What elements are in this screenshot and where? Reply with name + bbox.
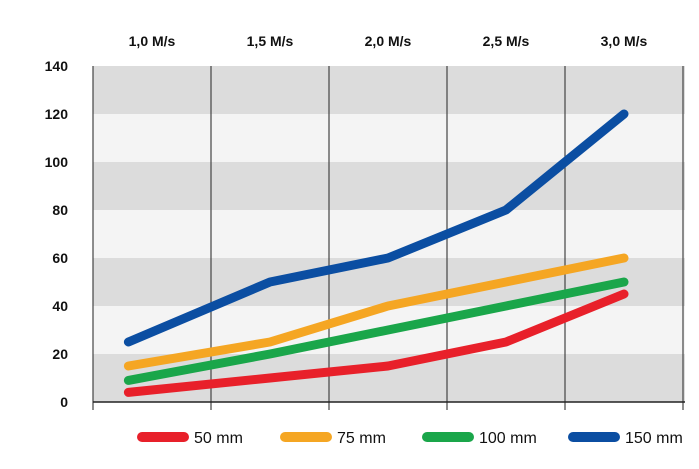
band xyxy=(93,114,685,162)
background-bands xyxy=(93,66,685,402)
series-lines xyxy=(123,109,629,397)
x-tick-labels: 1,0 M/s 1,5 M/s 2,0 M/s 2,5 M/s 3,0 M/s xyxy=(129,33,648,49)
band xyxy=(93,210,685,258)
y-tick-label: 120 xyxy=(45,106,69,122)
x-tick-label: 3,0 M/s xyxy=(601,33,648,49)
y-tick-labels: 0 20 40 60 80 100 120 140 xyxy=(45,58,69,410)
series-line xyxy=(123,253,629,371)
legend-label: 75 mm xyxy=(337,430,386,447)
series-line xyxy=(123,109,629,347)
y-tick-label: 100 xyxy=(45,154,69,170)
x-tick-label: 1,0 M/s xyxy=(129,33,176,49)
legend-label: 150 mm xyxy=(625,430,683,447)
legend: 50 mm 75 mm 100 mm 150 mm xyxy=(137,430,683,447)
series-line xyxy=(123,277,629,385)
y-tick-label: 140 xyxy=(45,58,69,74)
y-tick-label: 0 xyxy=(60,394,68,410)
legend-label: 100 mm xyxy=(479,430,537,447)
y-tick-label: 60 xyxy=(52,250,68,266)
y-tick-label: 20 xyxy=(52,346,68,362)
band xyxy=(93,162,685,210)
x-tick-label: 2,0 M/s xyxy=(365,33,412,49)
x-tick-label: 1,5 M/s xyxy=(247,33,294,49)
x-tick-label: 2,5 M/s xyxy=(483,33,530,49)
y-tick-label: 80 xyxy=(52,202,68,218)
band xyxy=(93,66,685,114)
legend-label: 50 mm xyxy=(194,430,243,447)
series-line xyxy=(123,289,629,397)
y-tick-label: 40 xyxy=(52,298,68,314)
